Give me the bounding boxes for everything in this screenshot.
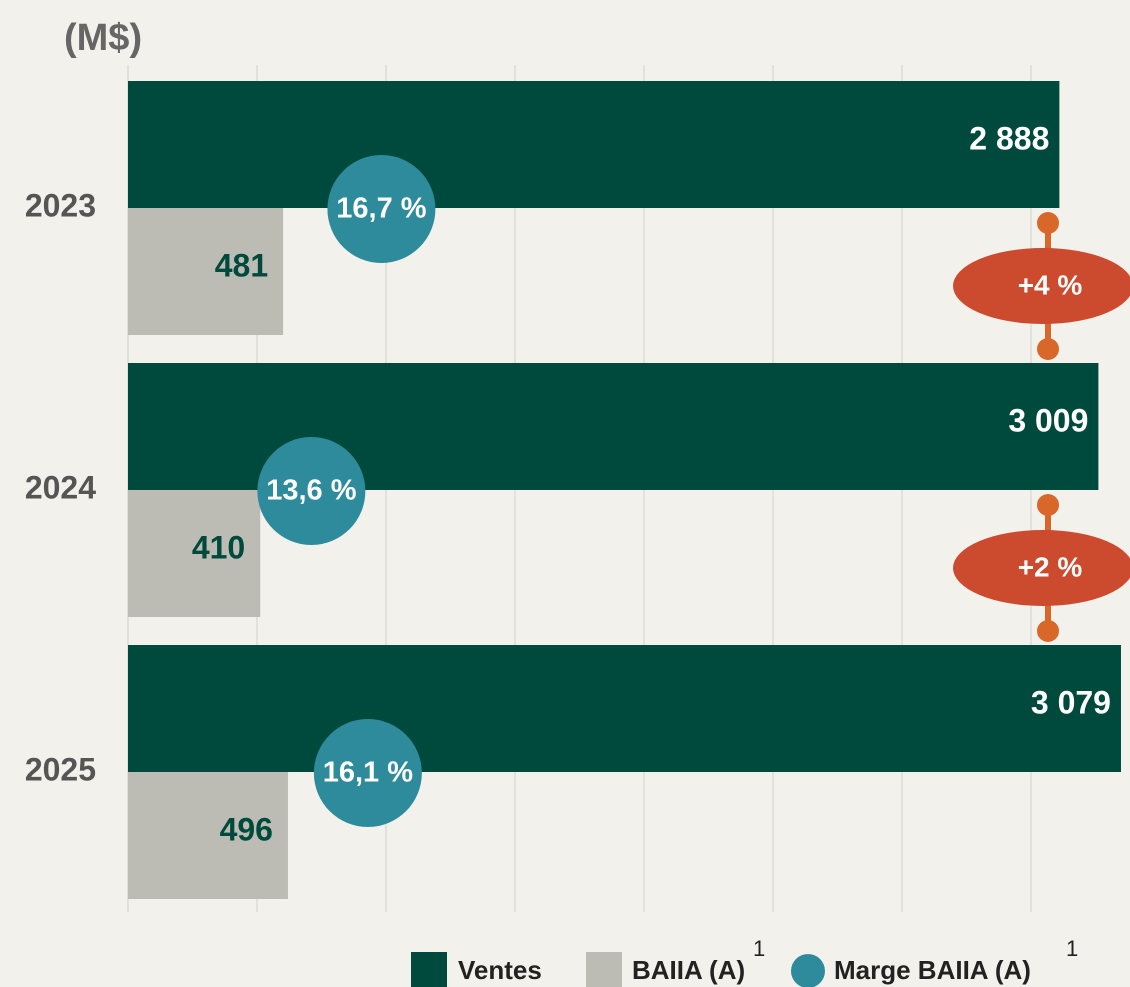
- bar: [128, 490, 261, 617]
- margin-bubble: [257, 437, 366, 545]
- margin-bubble: [313, 719, 422, 827]
- growth-label: +4 %: [1018, 269, 1083, 300]
- bar: [128, 208, 284, 335]
- legend-note: 1: [753, 936, 765, 961]
- legend-label: BAIIA (A): [632, 955, 745, 985]
- value-label: 3 079: [1031, 684, 1111, 720]
- value-label: 16,1 %: [323, 757, 413, 789]
- y-tick-label: 2024: [25, 469, 96, 505]
- connector-dot: [1037, 212, 1059, 234]
- y-tick-label: 2023: [25, 187, 96, 223]
- legend-swatch: [411, 952, 447, 987]
- value-label: 2 888: [969, 120, 1049, 156]
- growth-badge: [953, 530, 1130, 606]
- growth-label: +2 %: [1018, 551, 1083, 582]
- connector-dot: [1037, 338, 1059, 360]
- legend-swatch: [586, 952, 622, 987]
- growth-badge: [953, 248, 1130, 324]
- y-tick-label: 2025: [25, 751, 96, 787]
- legend-note: 1: [1066, 936, 1078, 961]
- bar: [128, 645, 1121, 772]
- legend-swatch: [791, 954, 825, 987]
- bar: [128, 81, 1060, 208]
- value-label: 496: [220, 811, 273, 847]
- value-label: 3 009: [1008, 402, 1088, 438]
- connector-dot: [1037, 494, 1059, 516]
- chart-title: (M$): [64, 17, 142, 59]
- connector-dot: [1037, 620, 1059, 642]
- value-label: 410: [192, 529, 245, 565]
- legend-label: Marge BAIIA (A): [834, 955, 1031, 985]
- value-label: 16,7 %: [336, 193, 426, 225]
- value-label: 13,6 %: [266, 475, 356, 507]
- margin-bubble: [327, 155, 436, 263]
- legend-label: Ventes: [458, 955, 542, 985]
- bar: [128, 772, 288, 899]
- value-label: 481: [215, 247, 268, 283]
